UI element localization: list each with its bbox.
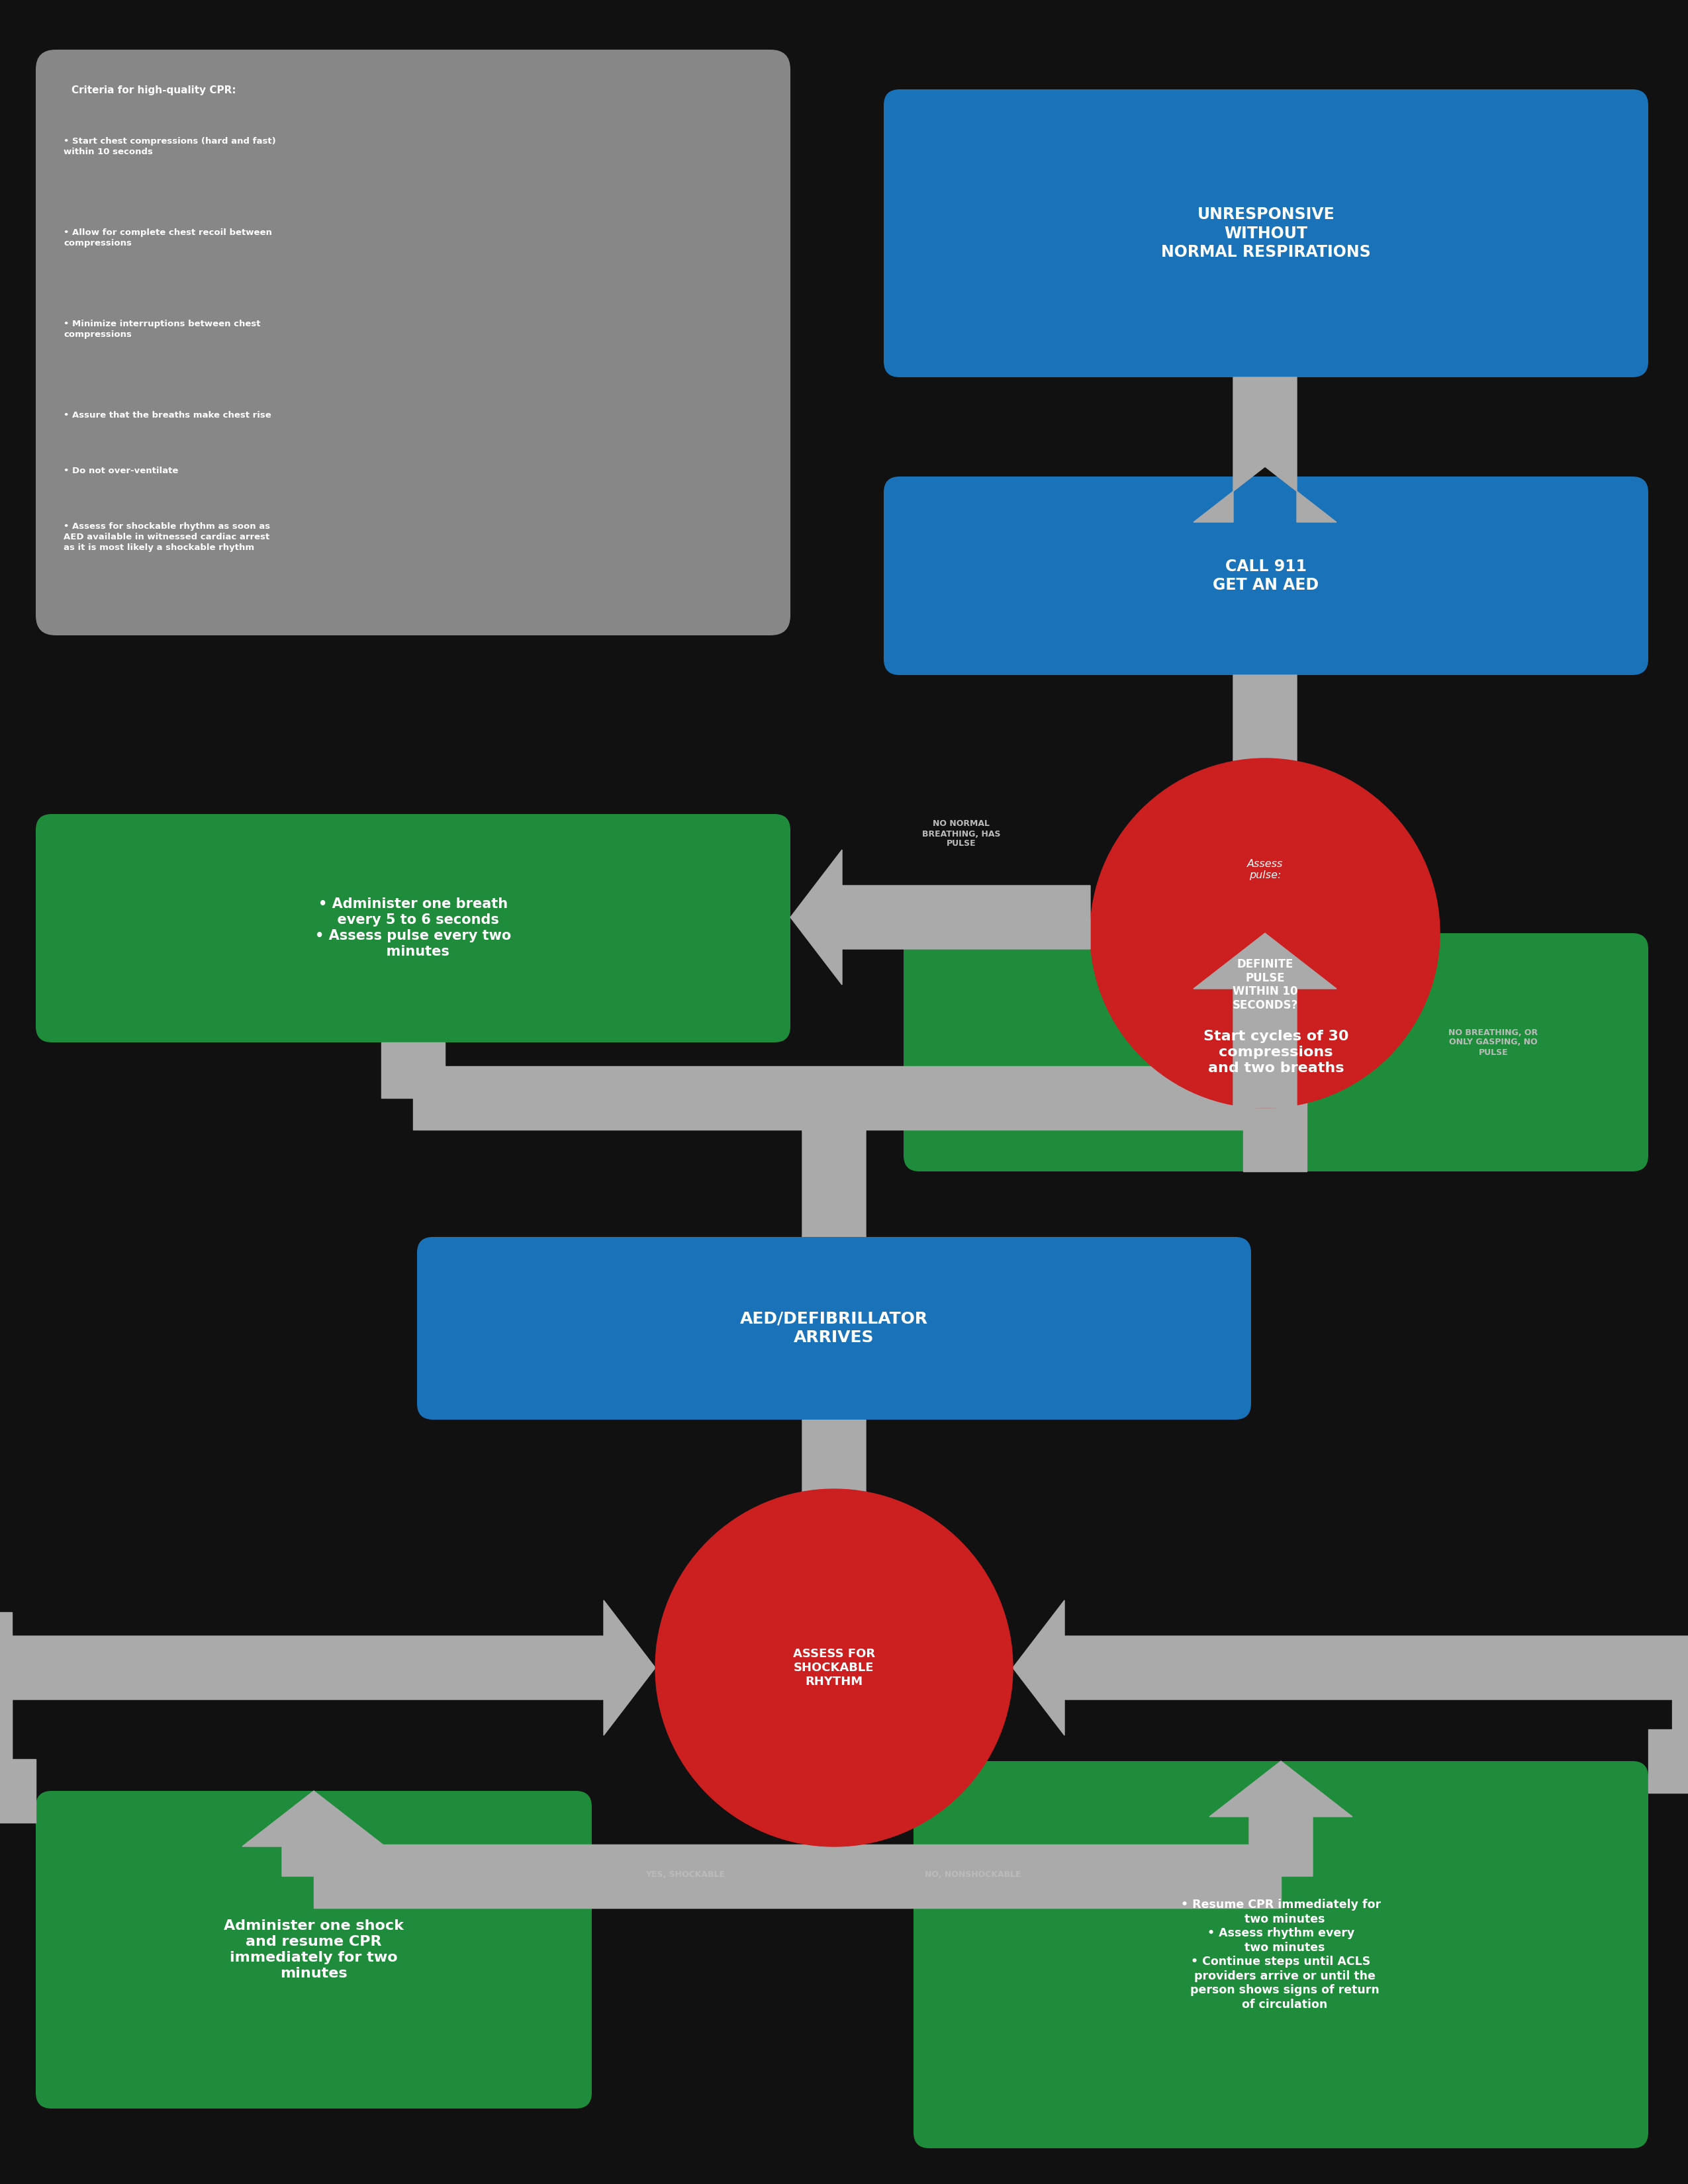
Bar bbox=[802, 1845, 866, 1876]
Bar bbox=[0, 1669, 12, 1791]
FancyBboxPatch shape bbox=[35, 1791, 592, 2108]
Bar bbox=[834, 1066, 1274, 1129]
Text: CALL 911
GET AN AED: CALL 911 GET AN AED bbox=[1214, 559, 1318, 594]
FancyBboxPatch shape bbox=[913, 1760, 1647, 2149]
Text: Criteria for high-quality CPR:: Criteria for high-quality CPR: bbox=[71, 85, 236, 96]
Text: DEFINITE
PULSE
WITHIN 10
SECONDS?: DEFINITE PULSE WITHIN 10 SECONDS? bbox=[1232, 959, 1298, 1011]
Text: • Minimize interruptions between chest
compressions: • Minimize interruptions between chest c… bbox=[64, 319, 260, 339]
Text: • Do not over-ventilate: • Do not over-ventilate bbox=[64, 467, 179, 476]
FancyBboxPatch shape bbox=[35, 50, 790, 636]
Polygon shape bbox=[790, 850, 1090, 985]
Text: NO NORMAL
BREATHING, HAS
PULSE: NO NORMAL BREATHING, HAS PULSE bbox=[922, 819, 1001, 847]
Bar bbox=[381, 1042, 446, 1099]
Polygon shape bbox=[1209, 1760, 1352, 1876]
Text: • Assure that the breaths make chest rise: • Assure that the breaths make chest ris… bbox=[64, 411, 272, 419]
Text: Administer one shock
and resume CPR
immediately for two
minutes: Administer one shock and resume CPR imme… bbox=[225, 1920, 403, 1981]
Text: YES, SHOCKABLE: YES, SHOCKABLE bbox=[645, 1870, 724, 1878]
Polygon shape bbox=[0, 1601, 655, 1736]
Bar bbox=[0, 1612, 12, 1791]
Bar bbox=[1647, 1730, 1688, 1793]
Polygon shape bbox=[763, 1420, 905, 1575]
Text: Assess
pulse:: Assess pulse: bbox=[1247, 858, 1283, 880]
Text: AED/DEFIBRILLATOR
ARRIVES: AED/DEFIBRILLATOR ARRIVES bbox=[739, 1310, 928, 1345]
Circle shape bbox=[655, 1489, 1013, 1845]
Text: • Assess for shockable rhythm as soon as
AED available in witnessed cardiac arre: • Assess for shockable rhythm as soon as… bbox=[64, 522, 270, 553]
Text: Start cycles of 30
compressions
and two breaths: Start cycles of 30 compressions and two … bbox=[1204, 1031, 1349, 1075]
Bar bbox=[1242, 1099, 1307, 1171]
FancyBboxPatch shape bbox=[885, 90, 1647, 378]
Text: NO, NONSHOCKABLE: NO, NONSHOCKABLE bbox=[925, 1870, 1021, 1878]
Bar bbox=[1673, 1669, 1688, 1760]
Text: ASSESS FOR
SHOCKABLE
RHYTHM: ASSESS FOR SHOCKABLE RHYTHM bbox=[793, 1647, 874, 1688]
Bar bbox=[834, 1845, 1281, 1909]
Text: • Start chest compressions (hard and fast)
within 10 seconds: • Start chest compressions (hard and fas… bbox=[64, 138, 275, 157]
Polygon shape bbox=[1193, 933, 1337, 1107]
Text: • Resume CPR immediately for
  two minutes
• Assess rhythm every
  two minutes
•: • Resume CPR immediately for two minutes… bbox=[1182, 1898, 1381, 2011]
Bar bbox=[414, 1066, 834, 1129]
Polygon shape bbox=[243, 1791, 385, 1876]
FancyBboxPatch shape bbox=[885, 476, 1647, 675]
FancyBboxPatch shape bbox=[35, 815, 790, 1042]
Bar bbox=[314, 1845, 834, 1909]
Text: NO BREATHING, OR
ONLY GASPING, NO
PULSE: NO BREATHING, OR ONLY GASPING, NO PULSE bbox=[1448, 1029, 1538, 1057]
Bar bbox=[0, 1758, 35, 1824]
Text: • Administer one breath
  every 5 to 6 seconds
• Assess pulse every two
  minute: • Administer one breath every 5 to 6 sec… bbox=[316, 898, 511, 959]
Circle shape bbox=[1090, 758, 1440, 1107]
Polygon shape bbox=[1013, 1601, 1688, 1736]
Polygon shape bbox=[1193, 378, 1337, 522]
Text: UNRESPONSIVE
WITHOUT
NORMAL RESPIRATIONS: UNRESPONSIVE WITHOUT NORMAL RESPIRATIONS bbox=[1161, 205, 1371, 260]
Text: • Allow for complete chest recoil between
compressions: • Allow for complete chest recoil betwee… bbox=[64, 229, 272, 247]
FancyBboxPatch shape bbox=[903, 933, 1647, 1171]
Polygon shape bbox=[763, 1099, 905, 1293]
Polygon shape bbox=[1193, 675, 1337, 830]
FancyBboxPatch shape bbox=[417, 1236, 1251, 1420]
